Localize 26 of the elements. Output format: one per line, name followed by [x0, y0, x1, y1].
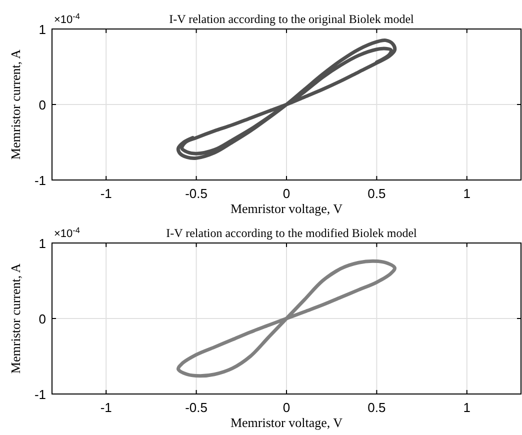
x-tick-label: 0.5: [368, 400, 386, 415]
x-tick-label: 1: [463, 186, 470, 201]
y-axis-title: Memristor current, A: [8, 48, 23, 160]
line-series: [176, 259, 396, 378]
y-tick-label: 0: [38, 312, 46, 326]
text: ×10$^{-4}$: [54, 226, 80, 240]
chart-title: I-V relation according to the modified Biolek model: [166, 226, 418, 240]
x-tick-label: -0.5: [185, 186, 208, 201]
y-tick-label: 1: [38, 22, 46, 37]
x-tick-label: -1: [100, 400, 112, 415]
text: ×10$^{-4}$: [54, 12, 80, 26]
line-series: [176, 38, 396, 160]
x-tick-label: 1: [463, 400, 470, 415]
y-tick-label: 0: [38, 98, 46, 112]
y-tick-label: -1: [34, 387, 46, 402]
y-tick-label: -1: [34, 173, 46, 188]
x-tick-label: -1: [100, 186, 112, 201]
chart-title: I-V relation according to the original Biolek model: [169, 12, 415, 26]
x-axis-title: Memristor voltage, V: [230, 415, 344, 430]
x-tick-label: -0.5: [185, 400, 208, 415]
y-axis-title: Memristor current, A: [8, 262, 23, 374]
x-tick-label: 0.5: [368, 186, 386, 201]
x-axis-title: Memristor voltage, V: [230, 201, 344, 216]
y-tick-label: 1: [38, 236, 46, 251]
x-tick-label: 0: [282, 400, 290, 415]
x-tick-label: 0: [282, 186, 290, 201]
